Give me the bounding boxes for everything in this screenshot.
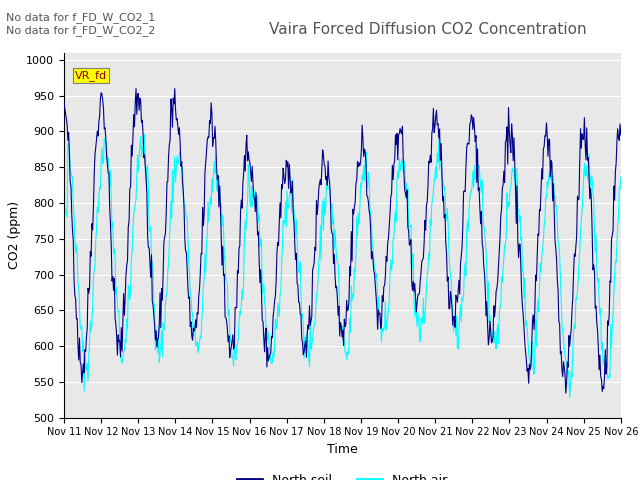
Text: Vaira Forced Diffusion CO2 Concentration: Vaira Forced Diffusion CO2 Concentration bbox=[269, 22, 586, 36]
Text: No data for f_FD_W_CO2_2: No data for f_FD_W_CO2_2 bbox=[6, 25, 156, 36]
Text: VR_fd: VR_fd bbox=[75, 71, 108, 81]
Y-axis label: CO2 (ppm): CO2 (ppm) bbox=[8, 201, 20, 269]
Legend: North soil, North air: North soil, North air bbox=[232, 468, 452, 480]
X-axis label: Time: Time bbox=[327, 443, 358, 456]
Text: No data for f_FD_W_CO2_1: No data for f_FD_W_CO2_1 bbox=[6, 12, 156, 23]
